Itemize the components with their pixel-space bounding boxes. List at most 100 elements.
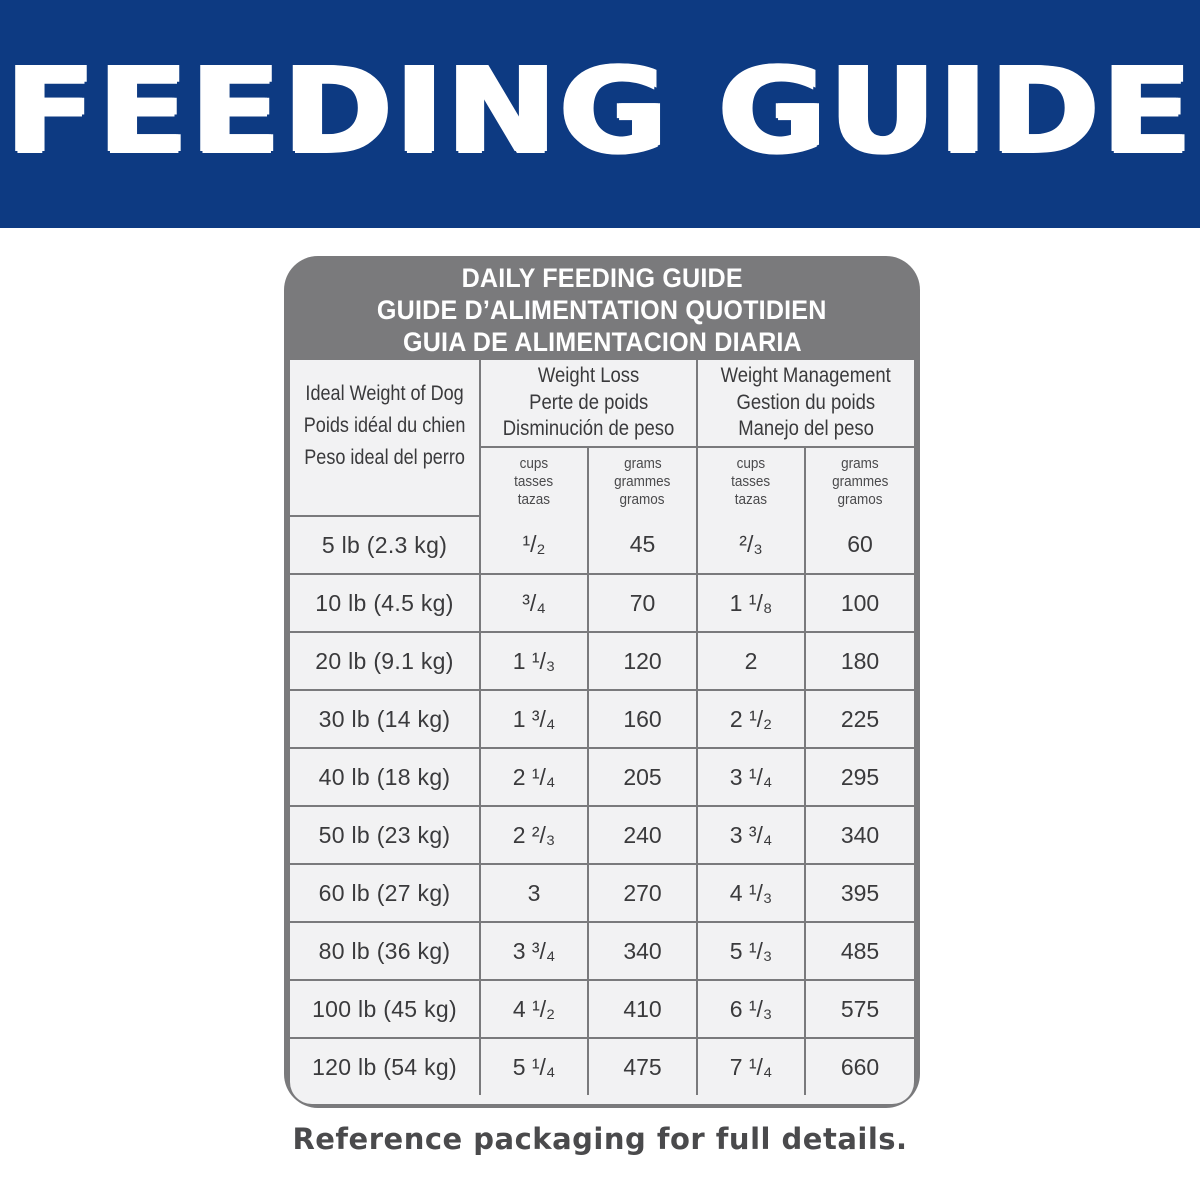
mgmt-cups-cell: 5 ¹/₃ [696,921,806,981]
loss-cups-cell: ³/₄ [479,573,589,633]
weight-header-fr: Poids idéal du chien [303,413,466,437]
mgmt-grams-cell: 295 [803,747,914,807]
mgmt-cups-cell: ²/₃ [696,516,806,575]
table-header-row: Ideal Weight of Dog Poids idéal du chien… [290,360,914,517]
loss-grams-cell: 205 [587,747,698,807]
loss-cups-cell: 2 ²/₃ [479,805,589,865]
unit-label: tazas [517,491,551,508]
loss-grams-cell: 270 [587,863,698,923]
unit-label: grams [841,455,879,472]
loss-cups-cell: 3 [479,863,589,923]
weight-cell: 60 lb (27 kg) [290,863,481,923]
weight-cell: 20 lb (9.1 kg) [290,631,481,691]
table-row: 60 lb (27 kg) 3 270 4 ¹/₃ 395 [290,863,914,923]
table-row: 50 lb (23 kg) 2 ²/₃ 240 3 ³/₄ 340 [290,805,914,865]
weight-management-es: Manejo del peso [738,417,874,441]
loss-cups-cell: 1 ¹/₃ [479,631,589,691]
weight-column-header: Ideal Weight of Dog Poids idéal du chien… [303,360,468,517]
table-row: 40 lb (18 kg) 2 ¹/₄ 205 3 ¹/₄ 295 [290,747,914,807]
loss-grams-cell: 240 [587,805,698,865]
card-title: DAILY FEEDING GUIDE GUIDE D’ALIMENTATION… [284,256,920,362]
unit-header-loss-grams: grams grammes gramos [587,446,698,516]
weight-loss-header: Weight Loss Perte de poids Disminución d… [479,360,698,448]
unit-label: tasses [731,473,771,490]
table-row: 120 lb (54 kg) 5 ¹/₄ 475 7 ¹/₄ 660 [290,1037,914,1095]
mgmt-grams-cell: 395 [803,863,914,923]
weight-header-es: Peso ideal del perro [304,445,465,469]
weight-cell: 100 lb (45 kg) [290,979,481,1039]
unit-label: cups [519,455,549,472]
loss-cups-cell: ¹/₂ [479,516,589,575]
weight-loss-fr: Perte de poids [528,390,649,414]
weight-management-en: Weight Management [720,364,892,388]
mgmt-cups-cell: 3 ³/₄ [696,805,806,865]
page-title: FEEDING GUIDE [5,41,1195,179]
feeding-table: Ideal Weight of Dog Poids idéal du chien… [290,360,914,1095]
weight-cell: 5 lb (2.3 kg) [290,516,481,575]
mgmt-cups-cell: 2 ¹/₂ [696,689,806,749]
loss-grams-cell: 70 [587,573,698,633]
mgmt-grams-cell: 60 [803,516,914,575]
weight-cell: 40 lb (18 kg) [290,747,481,807]
unit-label: grams [623,455,662,472]
mgmt-cups-cell: 6 ¹/₃ [696,979,806,1039]
unit-label: cups [736,455,766,472]
weight-management-header: Weight Management Gestion du poids Manej… [695,360,914,448]
weight-cell: 10 lb (4.5 kg) [290,573,481,633]
mgmt-cups-cell: 1 ¹/₈ [696,573,806,633]
loss-grams-cell: 160 [587,689,698,749]
weight-loss-es: Disminución de peso [502,417,675,441]
mgmt-grams-cell: 660 [803,1037,914,1095]
unit-label: tasses [514,473,554,490]
header-banner: FEEDING GUIDE [0,0,1200,228]
mgmt-grams-cell: 225 [803,689,914,749]
table-row: 100 lb (45 kg) 4 ¹/₂ 410 6 ¹/₃ 575 [290,979,914,1039]
table-unit-row: cups tasses tazas grams grammes gramos c… [290,446,914,516]
table-row: 5 lb (2.3 kg) ¹/₂ 45 ²/₃ 60 [290,516,914,575]
unit-header-mgmt-cups: cups tasses tazas [696,446,806,516]
unit-label: grammes [831,473,889,490]
loss-cups-cell: 2 ¹/₄ [479,747,589,807]
mgmt-cups-cell: 3 ¹/₄ [696,747,806,807]
card-title-en: DAILY FEEDING GUIDE [461,263,743,293]
weight-header-en: Ideal Weight of Dog [305,381,464,405]
table-row: 80 lb (36 kg) 3 ³/₄ 340 5 ¹/₃ 485 [290,921,914,981]
loss-grams-cell: 475 [587,1037,698,1095]
loss-grams-cell: 45 [587,516,698,575]
weight-cell: 80 lb (36 kg) [290,921,481,981]
unit-header-loss-cups: cups tasses tazas [480,446,589,516]
unit-label: grammes [614,473,671,490]
unit-label: tazas [734,491,768,508]
table-row: 30 lb (14 kg) 1 ³/₄ 160 2 ¹/₂ 225 [290,689,914,749]
card-title-fr: GUIDE D’ALIMENTATION QUOTIDIEN [377,295,827,325]
table-body: 5 lb (2.3 kg) ¹/₂ 45 ²/₃ 60 10 lb (4.5 kg) ³/₄… [290,516,914,1095]
unit-label: gramos [837,491,883,508]
loss-cups-cell: 3 ³/₄ [479,921,589,981]
mgmt-cups-cell: 4 ¹/₃ [696,863,806,923]
table-row: 20 lb (9.1 kg) 1 ¹/₃ 120 2 180 [290,631,914,691]
unit-header-mgmt-grams: grams grammes gramos [803,446,914,516]
loss-cups-cell: 5 ¹/₄ [479,1037,589,1095]
weight-cell: 50 lb (23 kg) [290,805,481,865]
mgmt-cups-cell: 7 ¹/₄ [696,1037,806,1095]
mgmt-grams-cell: 485 [803,921,914,981]
weight-cell: 120 lb (54 kg) [290,1037,481,1095]
loss-grams-cell: 120 [587,631,698,691]
weight-management-fr: Gestion du poids [736,390,876,414]
loss-grams-cell: 340 [587,921,698,981]
mgmt-grams-cell: 575 [803,979,914,1039]
feeding-table-wrap: Ideal Weight of Dog Poids idéal du chien… [290,360,914,1104]
loss-grams-cell: 410 [587,979,698,1039]
table-row: 10 lb (4.5 kg) ³/₄ 70 1 ¹/₈ 100 [290,573,914,633]
mgmt-grams-cell: 340 [803,805,914,865]
loss-cups-cell: 4 ¹/₂ [479,979,589,1039]
weight-cell: 30 lb (14 kg) [290,689,481,749]
weight-loss-en: Weight Loss [537,364,640,388]
loss-cups-cell: 1 ³/₄ [479,689,589,749]
mgmt-cups-cell: 2 [696,631,806,691]
mgmt-grams-cell: 180 [803,631,914,691]
footnote: Reference packaging for full details. [292,1122,908,1156]
feeding-guide-card: DAILY FEEDING GUIDE GUIDE D’ALIMENTATION… [284,256,920,1108]
unit-label: gramos [619,491,666,508]
card-title-es: GUIA DE ALIMENTACION DIARIA [402,327,802,357]
